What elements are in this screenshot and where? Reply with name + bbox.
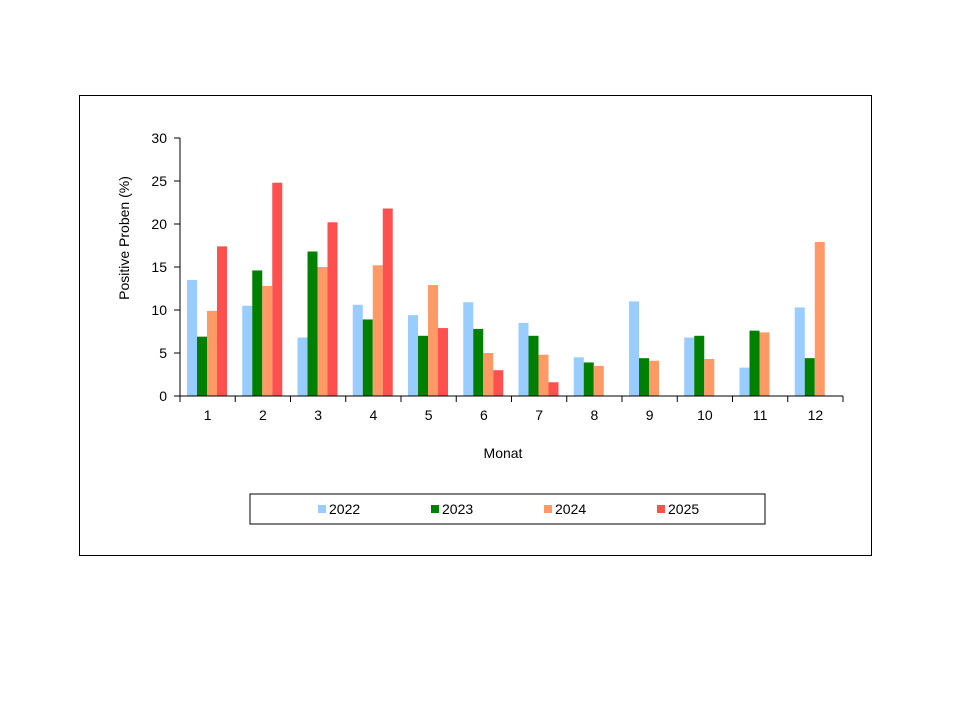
bar-2023-month-4 (362, 319, 373, 396)
bar-2022-month-9 (629, 301, 639, 396)
bar-2023-month-2 (252, 270, 263, 396)
bar-2023-month-10 (694, 335, 705, 396)
bar-2022-month-8 (573, 357, 584, 396)
legend-box (249, 493, 766, 525)
y-tick-label-20: 20 (151, 216, 167, 232)
bar-2024-month-5 (428, 285, 438, 396)
bar-2024-month-10 (704, 359, 715, 396)
x-tick-label-9: 9 (646, 407, 654, 423)
bar-2023-month-8 (583, 362, 594, 396)
bar-2025-month-3 (327, 222, 338, 396)
x-tick-label-8: 8 (590, 407, 598, 423)
bar-2023-month-9 (639, 358, 649, 396)
legend-swatch-2023 (431, 505, 439, 513)
y-axis-title: Positive Proben (%) (116, 176, 132, 300)
bar-2025-month-6 (493, 370, 504, 396)
y-tick-label-0: 0 (159, 388, 167, 404)
y-tick-label-5: 5 (159, 345, 167, 361)
bar-2024-month-6 (483, 353, 494, 396)
bar-2024-month-8 (593, 365, 604, 396)
x-tick-label-7: 7 (535, 407, 543, 423)
bar-2022-month-3 (297, 337, 308, 396)
bar-2023-month-12 (804, 358, 815, 396)
bar-2022-month-11 (739, 367, 750, 396)
legend-swatch-2022 (318, 505, 326, 513)
bar-2022-month-5 (408, 315, 418, 396)
bars-layer (187, 182, 825, 396)
x-tick-label-4: 4 (369, 407, 377, 423)
bar-2025-month-5 (438, 328, 448, 396)
legend-label-2024: 2024 (555, 501, 586, 517)
bar-2022-month-1 (187, 279, 197, 396)
bar-2024-month-1 (207, 310, 217, 396)
bar-2024-month-3 (317, 267, 328, 396)
bar-2025-month-4 (382, 208, 393, 396)
x-tick-label-12: 12 (808, 407, 824, 423)
bar-2025-month-7 (548, 382, 559, 396)
bar-2024-month-9 (649, 360, 659, 396)
legend: 2022 2023 2024 2025 (249, 493, 766, 525)
x-tick-label-5: 5 (425, 407, 433, 423)
y-tick-label-15: 15 (151, 259, 167, 275)
legend-items: 2022 2023 2024 2025 (318, 501, 699, 517)
x-axis-title: Monat (484, 445, 523, 461)
legend-label-2025: 2025 (668, 501, 699, 517)
bar-2022-month-2 (242, 305, 253, 396)
bar-2023-month-7 (528, 335, 539, 396)
y-tick-label-25: 25 (151, 173, 167, 189)
bar-2022-month-6 (463, 302, 474, 396)
bar-2023-month-5 (418, 335, 428, 396)
axes-layer (174, 137, 844, 402)
x-tick-label-6: 6 (480, 407, 488, 423)
y-tick-label-30: 30 (151, 130, 167, 146)
y-tick-label-10: 10 (151, 302, 167, 318)
bar-2023-month-1 (197, 336, 207, 396)
legend-swatch-2024 (544, 505, 552, 513)
bar-2024-month-12 (814, 242, 825, 396)
x-tick-label-1: 1 (204, 407, 212, 423)
bar-2023-month-6 (473, 328, 484, 396)
bar-2022-month-7 (518, 322, 529, 396)
legend-swatch-2025 (657, 505, 665, 513)
x-tick-label-11: 11 (753, 407, 768, 423)
bar-2024-month-2 (262, 285, 273, 396)
legend-label-2023: 2023 (442, 501, 473, 517)
x-tick-label-3: 3 (314, 407, 322, 423)
x-tick-label-2: 2 (259, 407, 267, 423)
bar-2025-month-2 (272, 182, 283, 396)
bar-2025-month-1 (217, 246, 227, 396)
x-tick-label-10: 10 (697, 407, 713, 423)
bar-2022-month-4 (352, 304, 363, 396)
bar-2024-month-4 (372, 265, 383, 396)
bar-2023-month-11 (749, 330, 760, 396)
bar-2022-month-12 (794, 307, 805, 396)
bar-2023-month-3 (307, 251, 318, 396)
legend-label-2022: 2022 (329, 501, 360, 517)
bar-2024-month-7 (538, 354, 549, 396)
bar-2024-month-11 (759, 332, 770, 396)
bar-2022-month-10 (684, 337, 695, 396)
